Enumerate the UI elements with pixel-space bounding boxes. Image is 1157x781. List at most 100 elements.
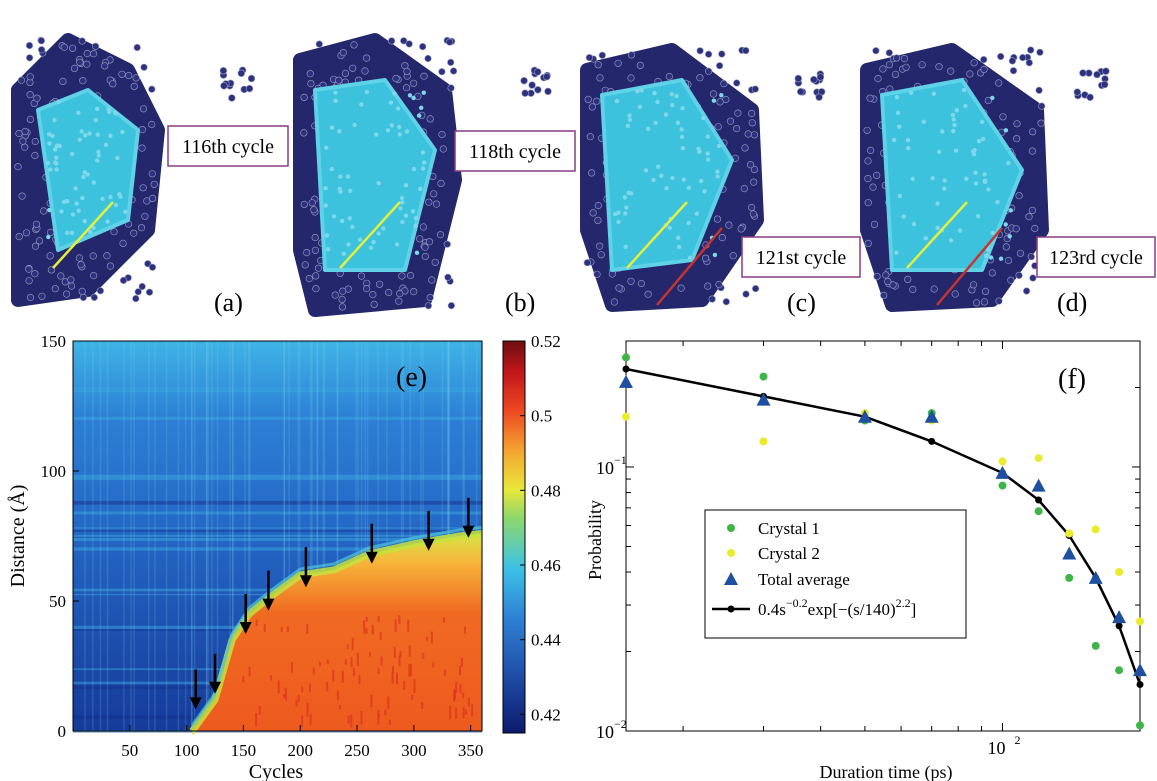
heatmap-band [73,527,482,529]
floating-atom [228,94,236,102]
heatmap-streak [337,341,339,731]
heatmap-hot-speckle [398,615,401,625]
panel-label-f: (f) [1058,364,1086,395]
atom [594,216,602,224]
heatmap-band [73,358,482,361]
heatmap-streak [336,341,338,731]
atom [744,130,752,138]
atom [89,252,97,260]
heatmap-hot-speckle [290,662,293,673]
atom [1016,249,1025,257]
atom [951,290,959,298]
atom [76,58,84,67]
crystal-atom [990,230,995,235]
heatmap-hot-speckle [384,709,387,716]
crystal-atom [347,216,352,221]
crystal1-point [1034,507,1043,516]
atom [1007,276,1015,284]
atom [89,272,98,280]
legend-box [704,509,967,639]
heatmap-streak [386,341,388,731]
legend-label: Crystal 2 [758,544,820,563]
crystal-atom [108,194,113,200]
crystal-atom [629,191,634,196]
heatmap-hot-speckle [377,616,380,622]
fit-line [625,367,1142,685]
atom [18,192,26,200]
crystal-atom [712,252,718,258]
heatmap-streak [177,341,180,731]
crystal-atom [376,231,381,236]
probability-plot [619,353,1147,730]
crystal-atom [376,181,381,186]
atom [1025,59,1033,67]
atom [425,238,434,246]
floating-atom [220,82,228,90]
atom [143,197,151,205]
crystal-atom [54,143,60,149]
atom [57,272,65,280]
crystal-atom [676,235,681,240]
heatmap-streak [123,341,125,731]
atom [83,49,91,58]
crystal-atom [53,160,58,165]
crystal-atom [329,166,334,172]
crystal-atom [100,196,105,202]
floating-atom [1093,70,1101,79]
heatmap-hot-speckle [388,719,391,725]
probability-x-label: Duration time (ps) [820,762,953,781]
heatmap-hot-speckle [460,657,463,667]
atom [25,41,34,50]
atom [26,293,35,302]
atom [300,93,308,101]
crystal-atom [694,211,699,216]
atom [885,49,893,57]
crystal-atom [74,201,79,206]
floating-atom [534,86,542,94]
atom [78,287,86,296]
atom [443,240,451,248]
atom [339,48,347,57]
heatmap-streak [184,341,187,731]
atom [138,144,146,152]
atom [1004,256,1013,265]
heatmap-hot-speckle [459,665,461,676]
atom [26,73,34,81]
atom [349,64,357,72]
heatmap-band [73,476,482,480]
atom [307,79,315,88]
crystal-atom [400,219,405,225]
cycle-label: 118th cycle [469,141,561,163]
legend-marker [724,572,738,585]
crystal-atom [942,178,947,183]
crystal-atom [663,112,669,117]
crystal-atom [394,242,400,247]
crystal-atom [679,127,684,132]
atom [869,183,877,191]
heatmap-hot-speckle [370,694,373,708]
crystal-atom [410,209,416,214]
crystal-atom [697,149,702,154]
crystal-atom [359,102,364,107]
atom [148,263,157,271]
heatmap-hot-speckle [263,623,266,632]
floating-atom [815,93,823,101]
atom [446,38,454,46]
atom [106,262,114,270]
crystal2-point [1115,568,1124,576]
atom [1027,253,1035,261]
atom [33,94,41,102]
crystal-atom [950,112,956,118]
crystal-atom [324,233,330,238]
atom [598,51,606,59]
crystal-atom [942,186,947,191]
atom [60,43,68,51]
crystal-atom [350,224,355,230]
heatmap-band [73,474,482,477]
atom [593,97,601,105]
crystal-atom [87,131,92,136]
crystal-atom [963,103,968,109]
crystal-atom [613,211,618,217]
cycle-label-box [1036,236,1156,278]
